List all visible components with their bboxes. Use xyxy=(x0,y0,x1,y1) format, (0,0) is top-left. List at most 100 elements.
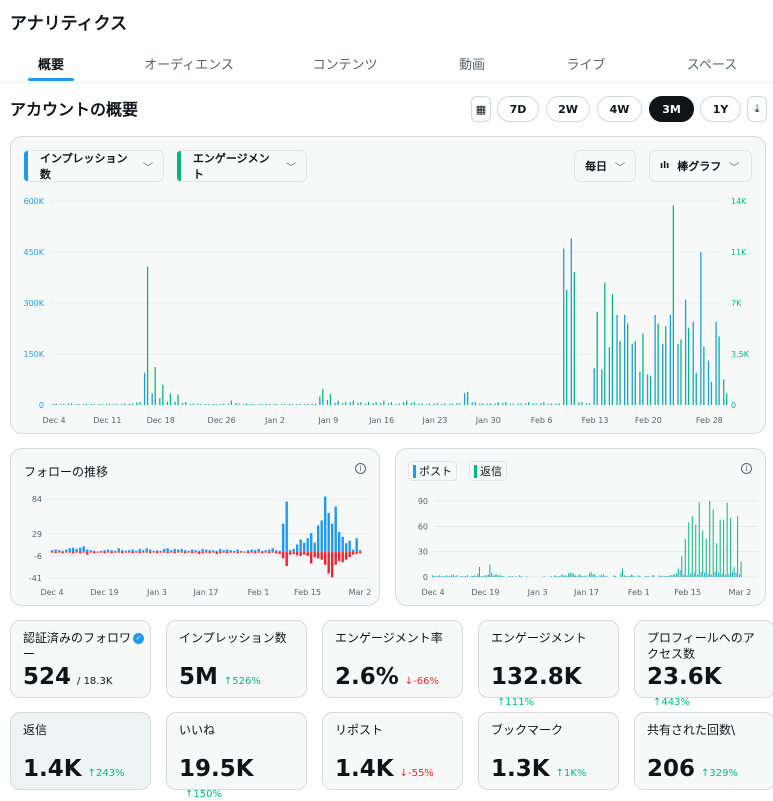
posts-bar xyxy=(487,574,489,577)
impressions-bar xyxy=(410,402,412,405)
impressions-bar xyxy=(662,343,664,405)
interval-select[interactable]: 毎日 ﹀ xyxy=(574,150,636,182)
range-1y-button[interactable]: 1Y xyxy=(700,96,741,122)
follow-gain-bar xyxy=(243,551,246,553)
metric1-label: インプレッション数 xyxy=(39,152,128,181)
follow-loss-bar xyxy=(345,552,348,560)
tab-content[interactable]: コンテンツ xyxy=(312,58,378,73)
stat-card[interactable]: プロフィールへのアクセス数 23.6K ↑443% xyxy=(634,620,773,708)
posts-bar xyxy=(704,572,706,577)
info-icon[interactable]: i xyxy=(355,463,366,474)
stat-change: -66% xyxy=(413,676,440,687)
legend-replies[interactable]: 返信 xyxy=(469,461,507,481)
impressions-bar xyxy=(166,401,169,405)
stat-card[interactable]: いいね 19.5K↑150% xyxy=(166,712,307,800)
follow-loss-bar xyxy=(303,552,306,555)
engagement-bar xyxy=(154,367,156,405)
metric1-select[interactable]: インプレッション数 ﹀ xyxy=(24,150,164,182)
blue-marker xyxy=(413,464,416,478)
stat-card[interactable]: インプレッション数 5M ↑526% xyxy=(166,620,307,698)
left-tick-label: 600K xyxy=(23,197,44,206)
posts-bar xyxy=(602,574,604,577)
follow-loss-bar xyxy=(250,552,253,553)
engagement-bar xyxy=(291,404,294,405)
chart-type-select[interactable]: ılı 棒グラフ ﹀ xyxy=(649,150,752,182)
tab-spaces[interactable]: スペース xyxy=(686,58,738,73)
arrow-up-icon: ↑ xyxy=(223,676,233,687)
tab-audience[interactable]: オーディエンス xyxy=(144,58,234,73)
impressions-bar xyxy=(654,314,656,405)
follow-gain-bar xyxy=(187,550,190,553)
posts-bar xyxy=(585,575,587,577)
stat-card[interactable]: エンゲージメント率 2.6% ↓-66% xyxy=(322,620,463,698)
posts-bar xyxy=(571,572,573,577)
range-3m-button[interactable]: 3M xyxy=(649,96,694,122)
verified-badge-icon: ✓ xyxy=(133,633,144,644)
follow-loss-bar xyxy=(310,552,313,564)
follow-loss-bar xyxy=(135,552,138,553)
follow-loss-bar xyxy=(128,552,131,553)
stat-card[interactable]: 返信 1.4K ↑243% xyxy=(10,712,151,790)
left-tick-label: 300K xyxy=(23,299,44,308)
stat-card[interactable]: 認証済みのフォロワー ✓ 524 / 18.3K xyxy=(10,620,151,698)
follow-loss-bar xyxy=(334,552,337,565)
engagement-bar xyxy=(185,402,187,405)
stat-value: 1.4K xyxy=(23,756,82,782)
y-tick-label: 30 xyxy=(418,548,428,557)
follow-gain-bar xyxy=(303,542,306,553)
tab-overview[interactable]: 概要 xyxy=(37,58,64,73)
posts-bar xyxy=(693,572,695,577)
stat-label: ブックマーク xyxy=(491,723,564,737)
engagement-bar xyxy=(78,404,80,405)
posts-bar xyxy=(543,576,545,577)
range-4w-button[interactable]: 4W xyxy=(597,96,642,122)
replies-bar xyxy=(691,516,693,577)
tab-live[interactable]: ライブ xyxy=(566,58,606,73)
follow-loss-bar xyxy=(131,552,134,554)
follow-gain-bar xyxy=(58,550,61,553)
follow-loss-bar xyxy=(163,552,166,553)
replies-bar xyxy=(681,555,683,577)
impressions-bar xyxy=(75,404,77,405)
impressions-bar xyxy=(479,403,481,405)
stat-value: 5M xyxy=(179,664,218,690)
engagement-bar xyxy=(497,402,499,405)
follow-loss-bar xyxy=(51,552,54,553)
arrow-down-icon: ↓ xyxy=(399,768,408,779)
follow-gain-bar xyxy=(142,550,145,553)
chart-type-label: 棒グラフ xyxy=(677,160,722,173)
posts-bar xyxy=(662,576,664,577)
impressions-bar xyxy=(296,404,298,405)
replies-bar xyxy=(471,576,473,577)
posts-bar xyxy=(592,574,594,577)
stat-label: エンゲージメント率 xyxy=(335,631,443,645)
replies-bar xyxy=(489,564,491,577)
stat-change: 243% xyxy=(95,768,125,779)
follow-gain-bar xyxy=(96,551,99,553)
calendar-button[interactable]: ▦ xyxy=(471,96,491,122)
follow-gain-bar xyxy=(313,542,316,553)
engagement-bar xyxy=(535,403,537,405)
engagement-bar xyxy=(322,388,324,405)
info-icon[interactable]: i xyxy=(741,463,752,474)
posts-bar xyxy=(739,574,740,577)
download-button[interactable]: ⤓ xyxy=(747,96,767,122)
engagement-bar xyxy=(665,326,667,405)
replies-bar xyxy=(492,575,494,577)
active-tab-indicator xyxy=(28,78,74,81)
impressions-bar xyxy=(288,404,291,405)
replies-bar xyxy=(576,576,578,577)
stat-card[interactable]: リポスト 1.4K ↓-55% xyxy=(322,712,463,790)
range-2w-button[interactable]: 2W xyxy=(546,96,590,122)
impressions-bar xyxy=(608,347,611,405)
range-7d-button[interactable]: 7D xyxy=(497,96,539,122)
engagement-bar xyxy=(489,403,492,405)
impressions-bar xyxy=(646,374,649,405)
posts-bar xyxy=(508,576,510,577)
tab-video[interactable]: 動画 xyxy=(458,58,485,73)
legend-posts[interactable]: ポスト xyxy=(408,461,457,481)
stat-card[interactable]: エンゲージメント 132.8K ↑111% xyxy=(478,620,619,708)
stat-card[interactable]: ブックマーク 1.3K ↑1K% xyxy=(478,712,619,790)
stat-card[interactable]: 共有された回数\ 206 ↑329% xyxy=(634,712,773,790)
metric2-select[interactable]: エンゲージメント ﹀ xyxy=(177,150,307,182)
